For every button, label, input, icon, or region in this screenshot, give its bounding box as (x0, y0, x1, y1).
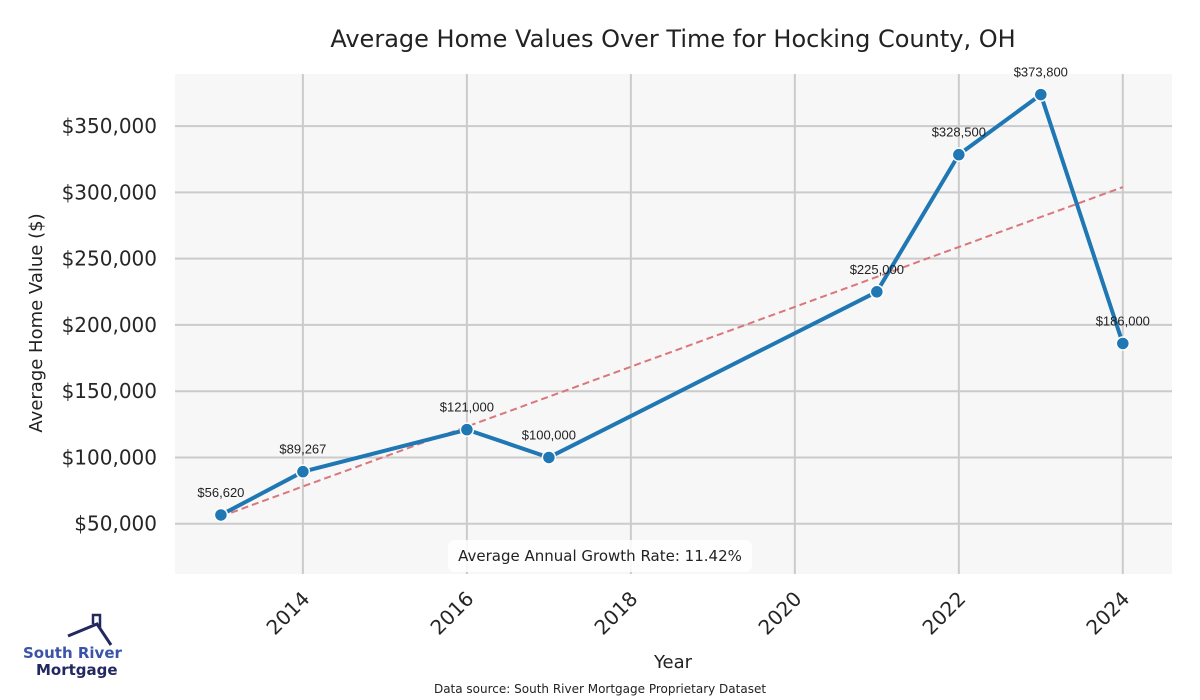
y-tick-label: $100,000 (62, 445, 157, 469)
data-label: $225,000 (850, 262, 904, 277)
x-axis-label: Year (653, 652, 693, 673)
house-roof-icon (67, 622, 113, 646)
data-point (869, 284, 885, 300)
x-tick-label: 2018 (589, 587, 642, 640)
x-tick-label: 2016 (425, 587, 478, 640)
data-label: $89,267 (279, 442, 326, 457)
data-label: $56,620 (197, 485, 244, 500)
data-point (1115, 336, 1131, 351)
growth-annotation: Average Annual Growth Rate: 11.42% (448, 540, 752, 572)
annotation-text: Average Annual Growth Rate: 11.42% (458, 547, 742, 565)
data-label: $100,000 (522, 427, 576, 442)
y-tick-label: $150,000 (62, 379, 157, 403)
x-axis-ticks: 2014 2016 2018 2020 2022 2024 (261, 587, 1134, 640)
grid (175, 74, 1172, 574)
annotation-box (448, 540, 752, 572)
y-tick-label: $50,000 (74, 512, 157, 536)
data-label: $373,800 (1014, 65, 1068, 80)
y-tick-label: $250,000 (62, 247, 157, 271)
logo-line2: Mortgage (36, 661, 118, 679)
data-point (541, 450, 557, 465)
data-label: $186,000 (1096, 313, 1150, 328)
trendline (220, 186, 1124, 518)
data-point (459, 422, 475, 437)
x-tick-label: 2024 (1081, 587, 1134, 640)
south-river-logo: South River Mortgage (23, 613, 123, 679)
x-tick-label: 2020 (753, 587, 806, 640)
data-point (213, 507, 229, 523)
x-tick-label: 2014 (261, 587, 314, 640)
data-source: Data source: South River Mortgage Propri… (434, 682, 766, 696)
y-axis-ticks: $50,000 $100,000 $150,000 $200,000 $250,000 $… (62, 114, 157, 536)
series: $56,620 $89,267 $121,000 $100,000 $225,000 $3… (197, 65, 1150, 523)
data-point (1033, 87, 1049, 102)
data-point (295, 464, 311, 479)
y-axis-label: Average Home Value ($) (26, 213, 47, 432)
trendline-path (220, 186, 1124, 518)
data-point (951, 147, 967, 162)
data-label: $121,000 (440, 400, 494, 415)
series-line (219, 92, 1125, 517)
logo-line1: South River (23, 644, 123, 662)
chart-title: Average Home Values Over Time for Hockin… (330, 25, 1015, 53)
y-tick-label: $300,000 (62, 180, 157, 204)
y-tick-label: $200,000 (62, 313, 157, 337)
y-tick-label: $350,000 (62, 114, 157, 138)
data-label: $328,500 (932, 125, 986, 140)
x-tick-label: 2022 (917, 587, 970, 640)
